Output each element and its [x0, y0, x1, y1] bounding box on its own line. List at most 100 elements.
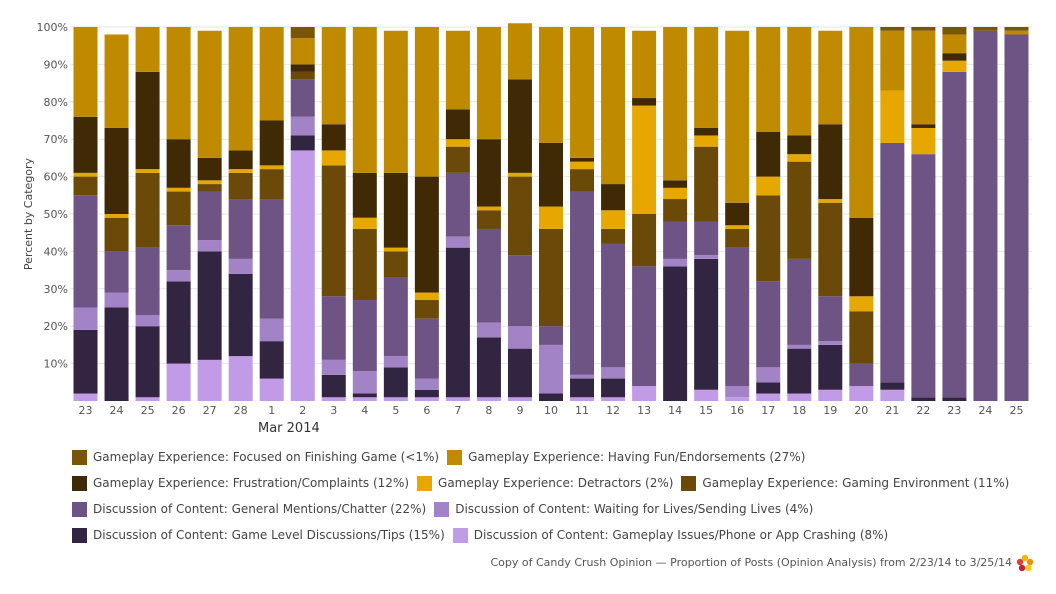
bar-segment[interactable]	[601, 228, 626, 244]
bar-segment[interactable]	[756, 176, 781, 196]
legend-item[interactable]: Gameplay Experience: Having Fun/Endorsem…	[447, 449, 805, 465]
bar-segment[interactable]	[880, 142, 905, 383]
bar-segment[interactable]	[880, 389, 905, 401]
bar-segment[interactable]	[166, 187, 191, 192]
bar-segment[interactable]	[911, 27, 936, 31]
bar-segment[interactable]	[414, 300, 439, 319]
bar-segment[interactable]	[290, 135, 315, 151]
bar-segment[interactable]	[818, 202, 843, 297]
bar-segment[interactable]	[383, 172, 408, 248]
bar-segment[interactable]	[73, 393, 98, 401]
bar-segment[interactable]	[570, 397, 595, 401]
bar-segment[interactable]	[104, 127, 129, 214]
bar-segment[interactable]	[414, 389, 439, 398]
bar-segment[interactable]	[632, 105, 657, 214]
bar-segment[interactable]	[135, 247, 160, 315]
bar-segment[interactable]	[911, 127, 936, 155]
bar-segment[interactable]	[787, 161, 812, 259]
bar-segment[interactable]	[352, 27, 377, 173]
bar-segment[interactable]	[197, 251, 222, 360]
bar-segment[interactable]	[818, 389, 843, 401]
bar-segment[interactable]	[414, 27, 439, 177]
legend-item[interactable]: Discussion of Content: Game Level Discus…	[72, 527, 445, 543]
bar-segment[interactable]	[880, 30, 905, 91]
bar-segment[interactable]	[476, 337, 501, 398]
bar-segment[interactable]	[476, 27, 501, 140]
bar-segment[interactable]	[849, 363, 874, 387]
bar-segment[interactable]	[725, 202, 750, 226]
bar-segment[interactable]	[942, 71, 967, 398]
bar-segment[interactable]	[197, 359, 222, 401]
bar-segment[interactable]	[166, 191, 191, 226]
bar-segment[interactable]	[694, 27, 719, 128]
bar-segment[interactable]	[539, 344, 563, 394]
bar-segment[interactable]	[663, 266, 688, 401]
bar-segment[interactable]	[476, 206, 501, 211]
bar-segment[interactable]	[73, 307, 98, 330]
bar-segment[interactable]	[725, 386, 750, 398]
bar-segment[interactable]	[756, 131, 781, 177]
legend-item[interactable]: Discussion of Content: General Mentions/…	[72, 501, 426, 517]
bar-segment[interactable]	[290, 71, 315, 80]
bar-segment[interactable]	[383, 251, 408, 278]
bar-segment[interactable]	[104, 34, 129, 128]
bar-segment[interactable]	[228, 27, 253, 151]
bar-segment[interactable]	[601, 397, 626, 401]
bar-segment[interactable]	[321, 374, 346, 398]
bar-segment[interactable]	[228, 273, 253, 357]
bar-segment[interactable]	[539, 228, 563, 327]
bar-segment[interactable]	[880, 382, 905, 390]
bar-segment[interactable]	[756, 195, 781, 282]
bar-segment[interactable]	[445, 146, 470, 173]
bar-segment[interactable]	[818, 199, 843, 203]
bar-segment[interactable]	[445, 109, 470, 140]
bar-segment[interactable]	[601, 378, 626, 398]
bar-segment[interactable]	[104, 292, 129, 308]
bar-segment[interactable]	[1004, 27, 1029, 31]
bar-segment[interactable]	[507, 348, 532, 398]
bar-segment[interactable]	[321, 296, 346, 360]
bar-segment[interactable]	[570, 161, 595, 170]
bar-segment[interactable]	[228, 169, 253, 173]
bar-segment[interactable]	[787, 258, 812, 345]
bar-segment[interactable]	[259, 169, 284, 200]
bar-segment[interactable]	[663, 187, 688, 200]
bar-segment[interactable]	[135, 172, 160, 248]
bar-segment[interactable]	[476, 139, 501, 207]
bar-segment[interactable]	[259, 27, 284, 121]
bar-segment[interactable]	[166, 27, 191, 140]
bar-segment[interactable]	[787, 154, 812, 162]
bar-segment[interactable]	[321, 397, 346, 401]
bar-segment[interactable]	[104, 217, 129, 252]
bar-segment[interactable]	[352, 397, 377, 401]
bar-segment[interactable]	[228, 356, 253, 401]
bar-segment[interactable]	[663, 221, 688, 259]
bar-segment[interactable]	[1004, 30, 1029, 35]
bar-segment[interactable]	[383, 277, 408, 357]
bar-segment[interactable]	[290, 38, 315, 65]
bar-segment[interactable]	[290, 79, 315, 117]
bar-segment[interactable]	[539, 206, 563, 229]
bar-segment[interactable]	[321, 150, 346, 166]
bar-segment[interactable]	[694, 258, 719, 390]
bar-segment[interactable]	[818, 124, 843, 200]
bar-segment[interactable]	[197, 157, 222, 181]
bar-segment[interactable]	[321, 124, 346, 151]
bar-segment[interactable]	[507, 23, 532, 80]
bar-segment[interactable]	[73, 176, 98, 196]
bar-segment[interactable]	[259, 199, 284, 319]
bar-segment[interactable]	[383, 247, 408, 252]
bar-segment[interactable]	[383, 356, 408, 368]
bar-segment[interactable]	[601, 367, 626, 379]
legend-item[interactable]: Gameplay Experience: Frustration/Complai…	[72, 475, 409, 491]
bar-segment[interactable]	[973, 30, 998, 402]
bar-segment[interactable]	[166, 139, 191, 188]
bar-segment[interactable]	[259, 165, 284, 170]
bar-segment[interactable]	[73, 116, 98, 173]
bar-segment[interactable]	[539, 393, 563, 401]
bar-segment[interactable]	[849, 311, 874, 364]
bar-segment[interactable]	[601, 243, 626, 368]
bar-segment[interactable]	[694, 146, 719, 222]
bar-segment[interactable]	[725, 225, 750, 229]
bar-segment[interactable]	[787, 135, 812, 155]
